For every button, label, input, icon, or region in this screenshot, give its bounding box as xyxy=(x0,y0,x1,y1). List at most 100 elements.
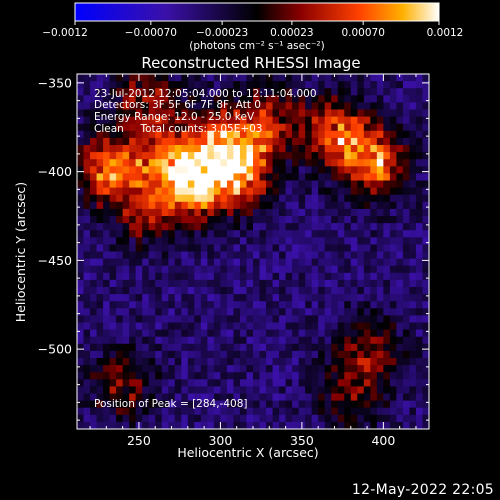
heatmap-cell xyxy=(305,400,313,409)
heatmap-cell xyxy=(396,407,404,416)
heatmap-cell xyxy=(194,109,202,117)
heatmap-cell xyxy=(207,279,215,288)
heatmap-cell xyxy=(83,329,91,338)
heatmap-cell xyxy=(142,365,150,373)
heatmap-cell xyxy=(292,208,300,217)
heatmap-cell xyxy=(253,116,260,125)
heatmap-cell xyxy=(350,421,358,430)
heatmap-cell xyxy=(402,301,410,309)
heatmap-cell xyxy=(253,208,260,217)
heatmap-cell xyxy=(370,95,378,103)
heatmap-cell xyxy=(220,287,228,295)
heatmap-cell xyxy=(305,159,313,167)
heatmap-cell xyxy=(318,358,326,366)
heatmap-cell xyxy=(350,329,358,338)
heatmap-cell xyxy=(344,173,352,181)
heatmap-cell xyxy=(135,329,143,338)
heatmap-cell xyxy=(246,208,254,217)
heatmap-cell xyxy=(363,251,371,259)
heatmap-cell xyxy=(187,287,195,295)
heatmap-cell xyxy=(389,372,397,380)
heatmap-cell xyxy=(96,194,104,203)
heatmap-cell xyxy=(292,251,300,259)
heatmap-cell xyxy=(415,414,423,423)
heatmap-cell xyxy=(220,407,228,416)
heatmap-cell xyxy=(181,379,189,387)
heatmap-cell xyxy=(103,194,110,203)
heatmap-cell xyxy=(357,116,365,125)
heatmap-cell xyxy=(402,237,410,245)
heatmap-cell xyxy=(174,208,182,217)
heatmap-cell xyxy=(194,379,202,387)
heatmap-cell xyxy=(292,230,300,238)
heatmap-cell xyxy=(246,152,254,160)
heatmap-cell xyxy=(279,244,286,252)
heatmap-cell xyxy=(220,223,228,231)
heatmap-cell xyxy=(259,372,267,380)
heatmap-cell xyxy=(389,194,397,203)
heatmap-cell xyxy=(220,81,228,89)
heatmap-cell xyxy=(77,166,84,174)
heatmap-cell xyxy=(181,130,189,139)
heatmap-cell xyxy=(350,109,358,117)
heatmap-cell xyxy=(129,386,137,394)
heatmap-cell xyxy=(409,336,417,345)
heatmap-cell xyxy=(422,272,430,281)
heatmap-cell xyxy=(213,265,221,274)
heatmap-cell xyxy=(324,294,332,302)
heatmap-cell xyxy=(311,407,319,416)
heatmap-cell xyxy=(370,365,378,373)
heatmap-cell xyxy=(311,258,319,267)
heatmap-cell xyxy=(233,379,241,387)
heatmap-cell xyxy=(363,301,371,309)
heatmap-cell xyxy=(161,244,169,252)
heatmap-cell xyxy=(402,393,410,401)
heatmap-cell xyxy=(155,365,163,373)
heatmap-cell xyxy=(116,130,124,139)
heatmap-cell xyxy=(318,407,326,416)
heatmap-cell xyxy=(168,223,176,231)
heatmap-cell xyxy=(298,329,306,338)
heatmap-cell xyxy=(311,244,319,252)
heatmap-cell xyxy=(239,194,247,203)
heatmap-cell xyxy=(422,194,430,203)
heatmap-cell xyxy=(129,421,137,430)
heatmap-cell xyxy=(187,194,195,203)
heatmap-cell xyxy=(109,308,117,316)
heatmap-cell xyxy=(305,365,313,373)
heatmap-cell xyxy=(363,358,371,366)
heatmap-cell xyxy=(279,343,286,352)
heatmap-cell xyxy=(331,152,339,160)
heatmap-cell xyxy=(187,216,195,224)
heatmap-cell xyxy=(148,407,156,416)
heatmap-cell xyxy=(370,414,378,423)
heatmap-cell xyxy=(396,116,404,125)
heatmap-cell xyxy=(142,265,150,274)
heatmap-cell xyxy=(83,145,91,153)
heatmap-cell xyxy=(226,322,234,330)
heatmap-cell xyxy=(103,166,110,174)
heatmap-cell xyxy=(116,194,124,203)
heatmap-cell xyxy=(409,88,417,96)
heatmap-cell xyxy=(200,421,208,430)
heatmap-cell xyxy=(344,407,352,416)
heatmap-cell xyxy=(213,393,221,401)
heatmap-cell xyxy=(168,386,176,394)
heatmap-cell xyxy=(331,336,339,345)
heatmap-cell xyxy=(415,358,423,366)
heatmap-cell xyxy=(292,201,300,210)
heatmap-cell xyxy=(239,208,247,217)
colorbar-tick-label: −0.00070 xyxy=(125,27,177,39)
heatmap-cell xyxy=(422,343,430,352)
heatmap-cell xyxy=(272,173,280,181)
heatmap-cell xyxy=(272,336,280,345)
heatmap-cell xyxy=(103,180,110,188)
heatmap-cell xyxy=(311,230,319,238)
heatmap-cell xyxy=(331,329,339,338)
heatmap-cell xyxy=(344,365,352,373)
heatmap-cell xyxy=(135,95,143,103)
heatmap-cell xyxy=(246,244,254,252)
heatmap-cell xyxy=(344,159,352,167)
heatmap-cell xyxy=(357,137,365,146)
heatmap-cell xyxy=(350,343,358,352)
